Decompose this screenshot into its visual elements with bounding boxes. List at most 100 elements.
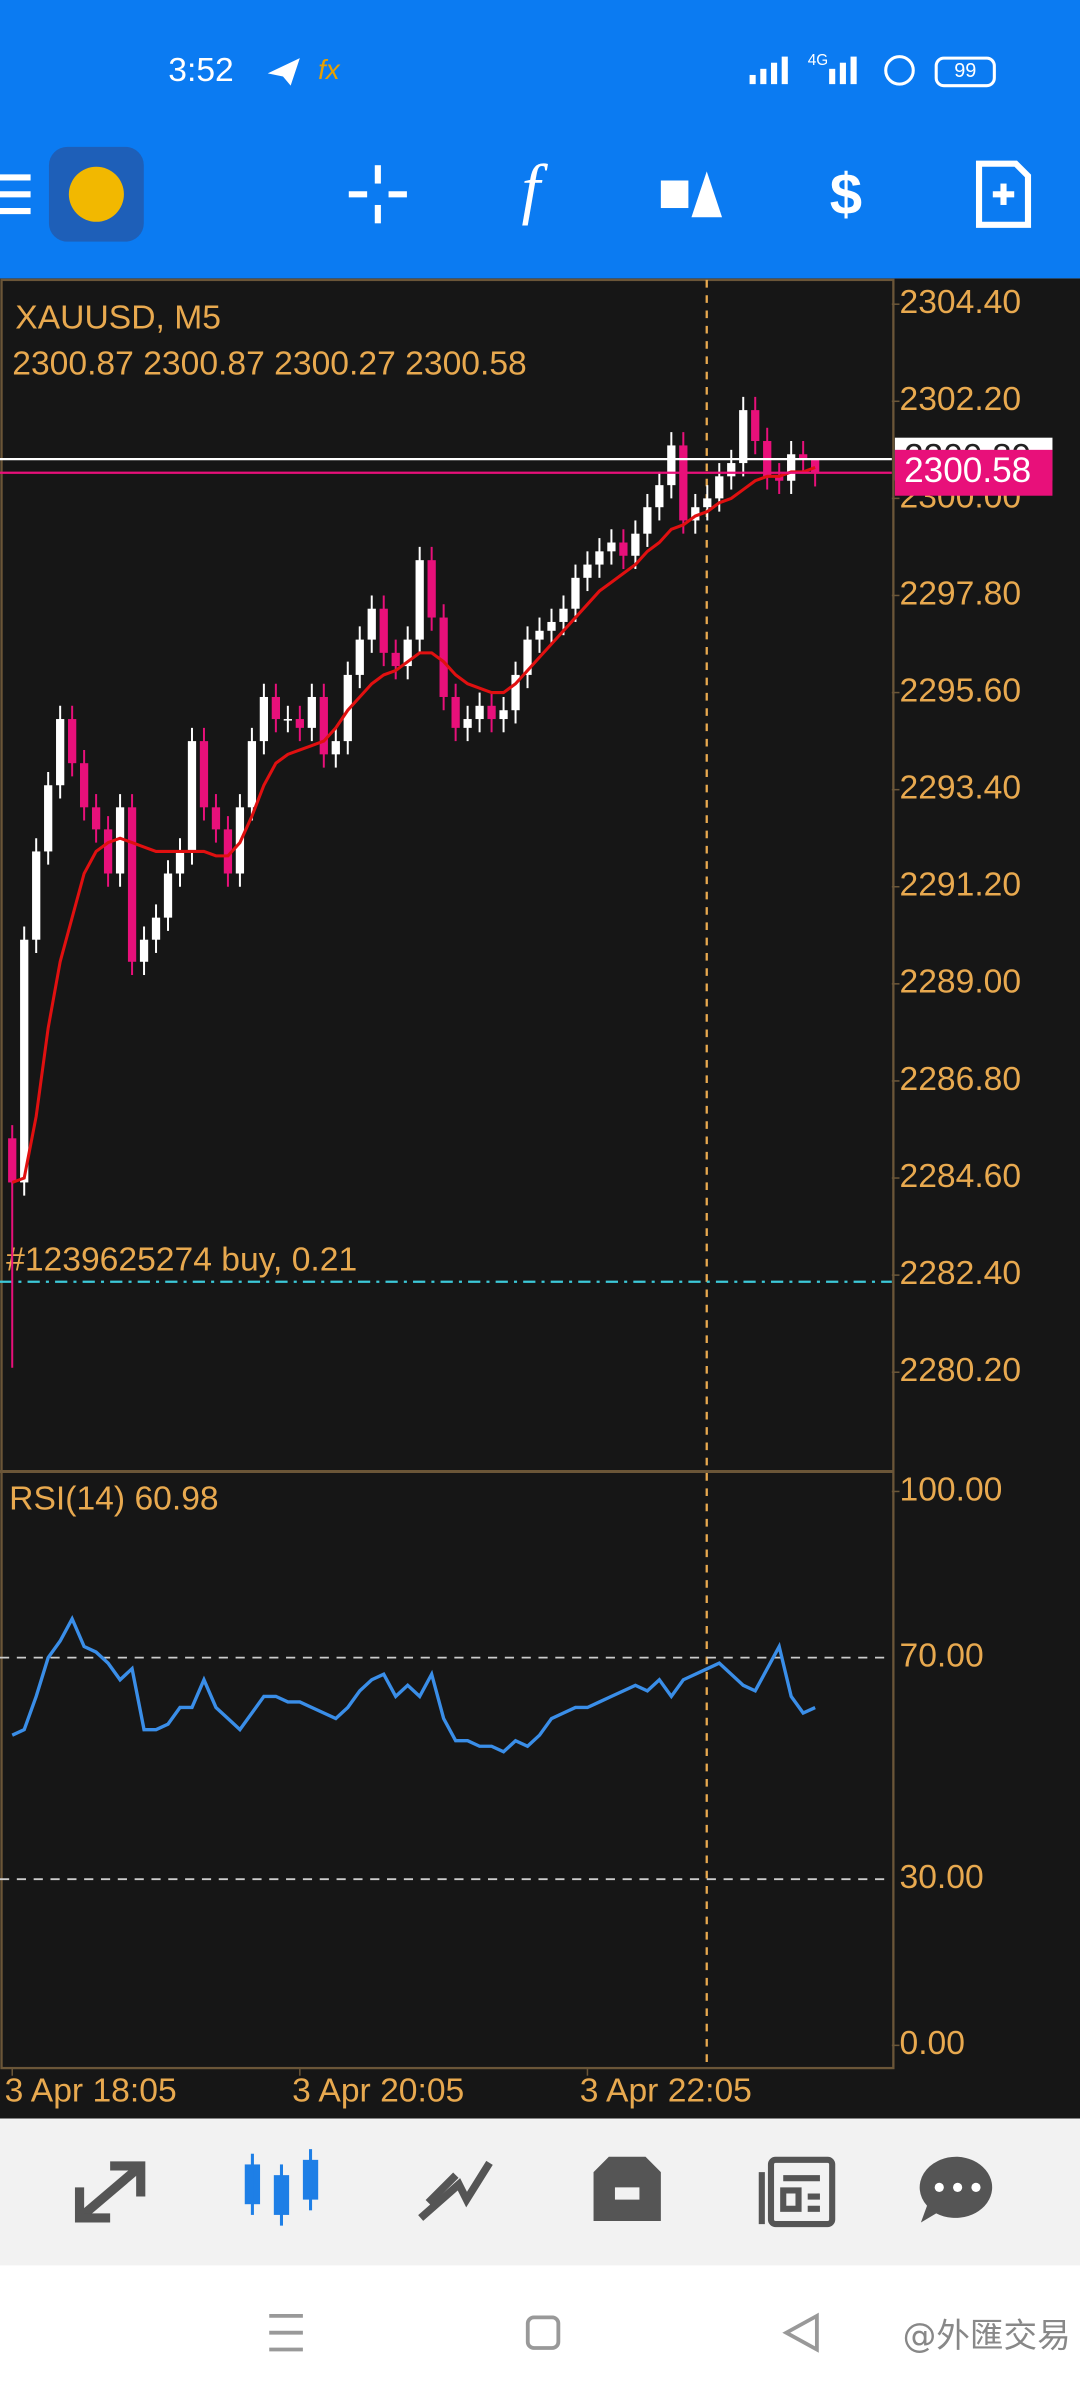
candle-body bbox=[44, 785, 53, 852]
candle-body bbox=[619, 542, 628, 556]
bottom-nav bbox=[0, 2118, 1080, 2266]
ohlc-readout: 2300.87 2300.87 2300.27 2300.58 bbox=[12, 345, 527, 382]
order-label: #1239625274 buy, 0.21 bbox=[6, 1242, 357, 1279]
candle-body bbox=[151, 917, 161, 940]
candle-body bbox=[427, 560, 436, 618]
rsi-title: RSI(14) bbox=[9, 1480, 125, 1517]
candle-body bbox=[68, 719, 77, 764]
last-price-tag bbox=[894, 449, 1053, 496]
candle-body bbox=[175, 851, 185, 874]
y-tick-label: 100.00 bbox=[899, 1471, 1002, 1508]
candle-body bbox=[379, 608, 388, 653]
candle-body bbox=[679, 445, 688, 521]
y-tick-label: 2284.60 bbox=[899, 1158, 1021, 1195]
trade-tool[interactable]: $ bbox=[830, 162, 862, 227]
rsi-value: 60.98 bbox=[134, 1480, 218, 1517]
candle-body bbox=[643, 507, 652, 534]
candle-body bbox=[439, 617, 448, 697]
candle-body bbox=[571, 577, 580, 609]
candle-body bbox=[56, 719, 65, 786]
sys-menu[interactable] bbox=[269, 2313, 303, 2352]
candle-body bbox=[127, 807, 137, 962]
candle-body bbox=[91, 807, 101, 830]
ohlc-high: 2300.87 bbox=[143, 345, 265, 382]
nav-trade[interactable] bbox=[418, 2160, 493, 2221]
ohlc-open: 2300.87 bbox=[12, 345, 134, 382]
candle-body bbox=[727, 463, 736, 477]
y-tick-label: 2302.20 bbox=[899, 381, 1021, 418]
system-bar bbox=[0, 2265, 1080, 2400]
chart-frame bbox=[0, 278, 895, 2070]
ohlc-low: 2300.27 bbox=[274, 345, 396, 382]
nav-messages[interactable] bbox=[919, 2156, 993, 2223]
candle-body bbox=[283, 719, 292, 721]
y-tick-label: 2280.20 bbox=[899, 1352, 1021, 1389]
candle-body bbox=[475, 705, 484, 720]
menu-icon[interactable] bbox=[0, 174, 31, 215]
nav-chart[interactable] bbox=[244, 2149, 319, 2226]
candle-body bbox=[535, 630, 544, 640]
x-tick-label: 3 Apr 22:05 bbox=[580, 2072, 752, 2109]
candle-body bbox=[355, 639, 364, 675]
rsi-line bbox=[11, 1614, 816, 1754]
shield-icon bbox=[884, 55, 915, 86]
network-type: 4G bbox=[808, 52, 828, 69]
candle-body bbox=[595, 551, 604, 565]
candle-body bbox=[391, 652, 400, 667]
nav-history[interactable] bbox=[593, 2156, 661, 2222]
app-icon-logo bbox=[68, 166, 124, 222]
telegram-icon bbox=[267, 58, 300, 86]
candle-body bbox=[487, 705, 496, 720]
candle-body bbox=[583, 564, 592, 578]
candle-body bbox=[319, 696, 328, 755]
candle-body bbox=[691, 507, 700, 521]
objects-tool[interactable] bbox=[660, 171, 723, 218]
fx-icon: fx bbox=[318, 54, 341, 85]
candle-body bbox=[367, 608, 376, 640]
candle-body bbox=[8, 1138, 17, 1183]
y-tick-label: 2297.80 bbox=[899, 575, 1021, 612]
candle-body bbox=[103, 829, 113, 874]
watermark: @外匯交易 bbox=[903, 2316, 1071, 2355]
rsi-readout: RSI(14) 60.98 bbox=[9, 1480, 218, 1517]
new-order-tool[interactable] bbox=[975, 160, 1032, 228]
sys-home[interactable] bbox=[525, 2315, 561, 2350]
candle-body bbox=[751, 410, 760, 442]
nav-news[interactable] bbox=[758, 2156, 836, 2228]
candle-body bbox=[463, 719, 472, 728]
candle-body bbox=[631, 533, 640, 556]
candle-body bbox=[271, 696, 280, 720]
candle-body bbox=[403, 639, 412, 667]
candle-body bbox=[139, 939, 149, 962]
y-tick-label: 2286.80 bbox=[899, 1061, 1021, 1098]
status-time: 3:52 bbox=[168, 52, 233, 89]
candle-body bbox=[451, 696, 460, 728]
candle-body bbox=[187, 741, 197, 852]
y-tick-label: 70.00 bbox=[899, 1638, 983, 1675]
sys-back[interactable] bbox=[782, 2312, 819, 2353]
y-tick-label: 2289.00 bbox=[899, 964, 1021, 1001]
candle-body bbox=[295, 719, 304, 728]
nav-quotes[interactable] bbox=[74, 2161, 146, 2223]
last-price-label: 2300.58 bbox=[904, 451, 1031, 490]
signal-icon bbox=[749, 56, 857, 85]
candle-body bbox=[775, 476, 784, 481]
candle-body bbox=[415, 560, 424, 640]
y-tick-label: 2295.60 bbox=[899, 672, 1021, 709]
candle-body bbox=[559, 608, 568, 622]
candle-body bbox=[199, 741, 209, 808]
header-bg bbox=[0, 0, 1080, 279]
candle-body bbox=[223, 829, 233, 874]
candle-body bbox=[32, 851, 41, 940]
candle-body bbox=[163, 873, 173, 918]
candle-body bbox=[811, 459, 820, 473]
chart-bg bbox=[0, 278, 1080, 2119]
crosshair-tool[interactable] bbox=[348, 165, 407, 224]
moving-average bbox=[11, 466, 816, 1184]
candle-body bbox=[607, 542, 616, 552]
candle-body bbox=[667, 445, 676, 486]
ohlc-close: 2300.58 bbox=[405, 345, 527, 382]
candle-body bbox=[499, 710, 508, 720]
